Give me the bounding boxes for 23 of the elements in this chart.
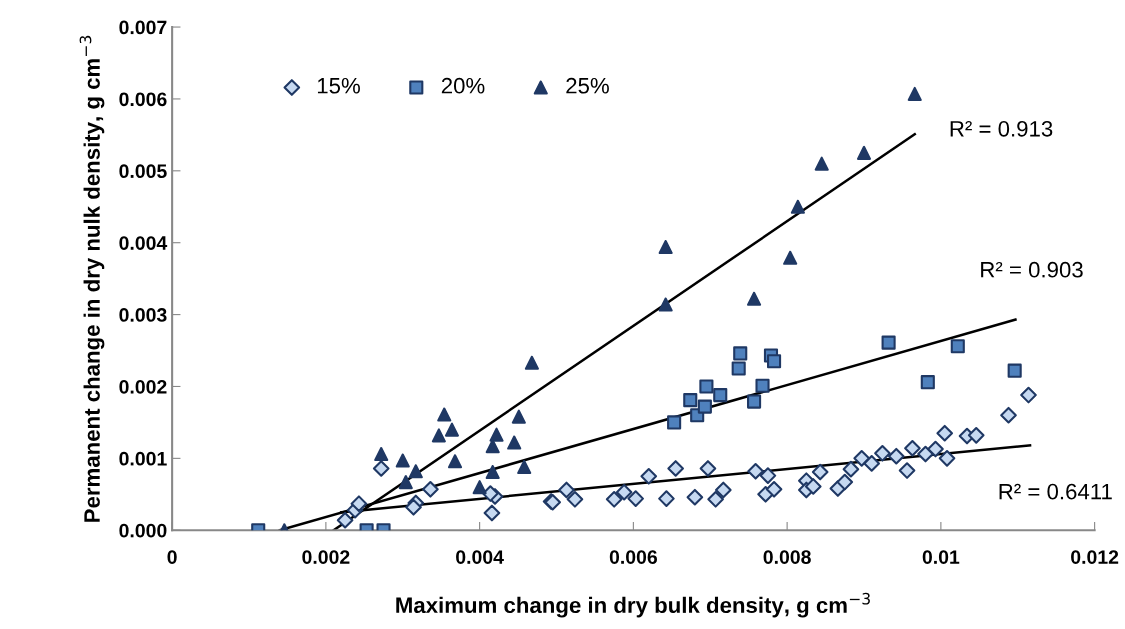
y-axis-title: Permanent change in dry nulk density, g cm$^{−3}$ [79,35,105,522]
x-tick-label: 0.006 [609,550,657,564]
y-tick-label: 0.003 [119,308,167,322]
x-tick-label: 0.008 [763,550,811,564]
y-tick-label: 0.006 [119,92,167,107]
annotation: R² = 0.903 [981,261,1083,278]
y-tick-label: 0.002 [119,379,167,394]
legend-label: 25% [566,77,609,94]
legend-label: 20% [441,77,485,94]
annotation: R² = 0.913 [950,120,1053,137]
x-tick-label: 0.002 [302,550,350,564]
y-tick-label: 0.001 [119,451,167,466]
y-tick-label: 0.007 [119,20,167,35]
y-tick-label: 0.005 [119,164,167,179]
y-tick-label: 0.000 [119,523,167,538]
legend-label: 15% [317,77,360,94]
x-axis-title: Maximum change in dry bulk density, g cm$^{−3}$ [396,592,870,618]
x-tick-label: 0.01 [922,550,960,564]
x-tick-label: 0.004 [456,550,504,564]
y-tick-label: 0.004 [119,236,168,250]
x-tick-label: 0 [167,550,177,564]
x-tick-label: 0.012 [1071,550,1119,564]
annotation: R² = 0.6411 [999,483,1112,500]
